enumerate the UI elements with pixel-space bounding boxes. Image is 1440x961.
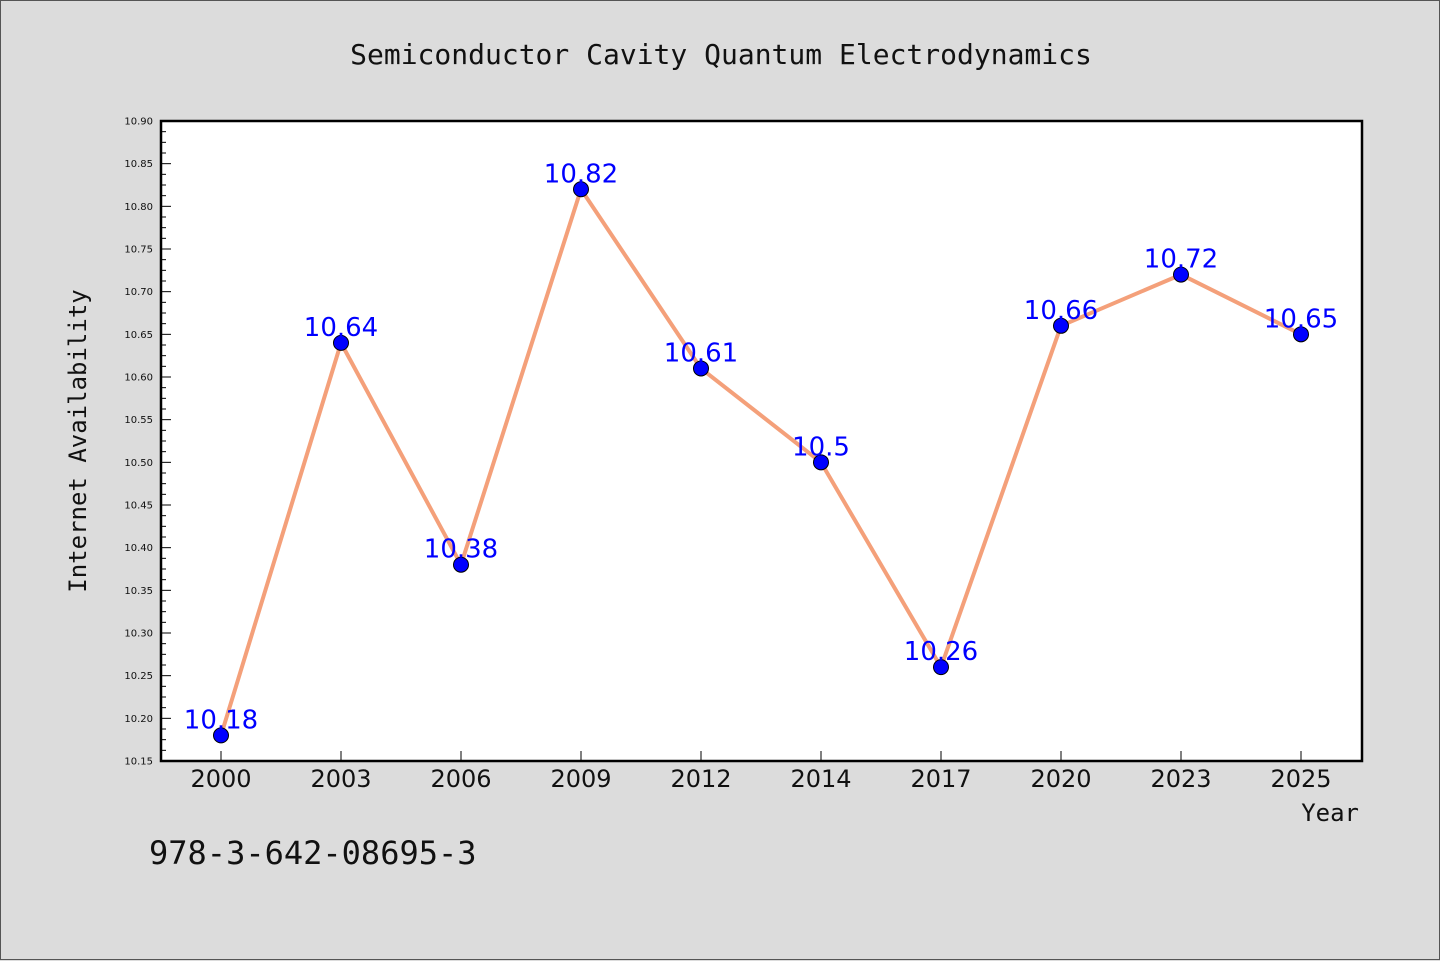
data-label: 10.26 — [904, 637, 978, 667]
y-tick-label: 10.90 — [124, 117, 153, 128]
data-point — [453, 556, 469, 573]
y-tick-label: 10.20 — [124, 714, 153, 725]
y-tick-label: 10.45 — [124, 501, 153, 512]
x-tick-label: 2009 — [550, 765, 611, 793]
data-point — [813, 454, 829, 471]
y-tick-label: 10.50 — [124, 458, 153, 469]
x-tick-label: 2003 — [310, 765, 371, 793]
data-point — [1053, 317, 1069, 334]
data-point — [693, 360, 709, 377]
chart-title: Semiconductor Cavity Quantum Electrodyna… — [350, 38, 1092, 71]
data-label: 10.66 — [1024, 296, 1098, 326]
plot-area — [159, 119, 1364, 763]
y-tick-label: 10.80 — [124, 202, 153, 213]
series-line-group — [213, 181, 1309, 744]
data-label: 10.82 — [544, 159, 618, 189]
data-label: 10.72 — [1144, 245, 1218, 275]
data-label: 10.5 — [792, 432, 850, 462]
y-tick-label: 10.55 — [124, 415, 153, 426]
y-axis-ticks: 10.15 10.20 10.25 10.30 10.35 10.40 10.45 10.50… — [124, 117, 171, 768]
x-tick-label: 2025 — [1270, 765, 1331, 793]
y-axis-label: Internet Availability — [64, 289, 92, 592]
data-label: 10.18 — [184, 705, 258, 735]
y-tick-label: 10.60 — [124, 373, 153, 384]
data-point — [1173, 266, 1189, 283]
x-tick-label: 2000 — [190, 765, 251, 793]
data-point — [573, 181, 589, 198]
y-tick-label: 10.35 — [124, 586, 153, 597]
x-tick-label: 2023 — [1150, 765, 1211, 793]
x-tick-label: 2014 — [790, 765, 851, 793]
y-tick-label: 10.15 — [124, 757, 153, 768]
x-tick-label: 2006 — [430, 765, 491, 793]
y-tick-label: 10.85 — [124, 159, 153, 170]
series-line — [219, 187, 1302, 736]
data-label: 10.64 — [304, 313, 378, 343]
y-tick-label: 10.30 — [124, 629, 153, 640]
y-tick-label: 10.25 — [124, 671, 153, 682]
data-label: 10.61 — [664, 338, 738, 368]
x-tick-label: 2020 — [1030, 765, 1091, 793]
isbn-annotation: 978-3-642-08695-3 — [149, 834, 477, 872]
data-labels-group: 10.18 10.64 10.38 10.82 10.61 10.5 10.26 10.66 1… — [184, 159, 1338, 735]
data-point — [213, 727, 229, 744]
y-tick-label: 10.75 — [124, 245, 153, 256]
data-point — [333, 334, 349, 351]
data-point — [933, 659, 949, 676]
x-axis-label: Year — [1301, 799, 1359, 827]
x-axis-ticks: 2000 2003 2006 2009 2012 2014 2017 2020 2023 2025 — [190, 751, 1332, 793]
y-tick-label: 10.40 — [124, 543, 153, 554]
y-tick-label: 10.70 — [124, 287, 153, 298]
x-tick-label: 2012 — [670, 765, 731, 793]
data-label: 10.38 — [424, 535, 498, 565]
x-tick-label: 2017 — [910, 765, 971, 793]
y-tick-label: 10.65 — [124, 330, 153, 341]
data-point — [1293, 326, 1309, 343]
data-label: 10.65 — [1264, 304, 1338, 334]
